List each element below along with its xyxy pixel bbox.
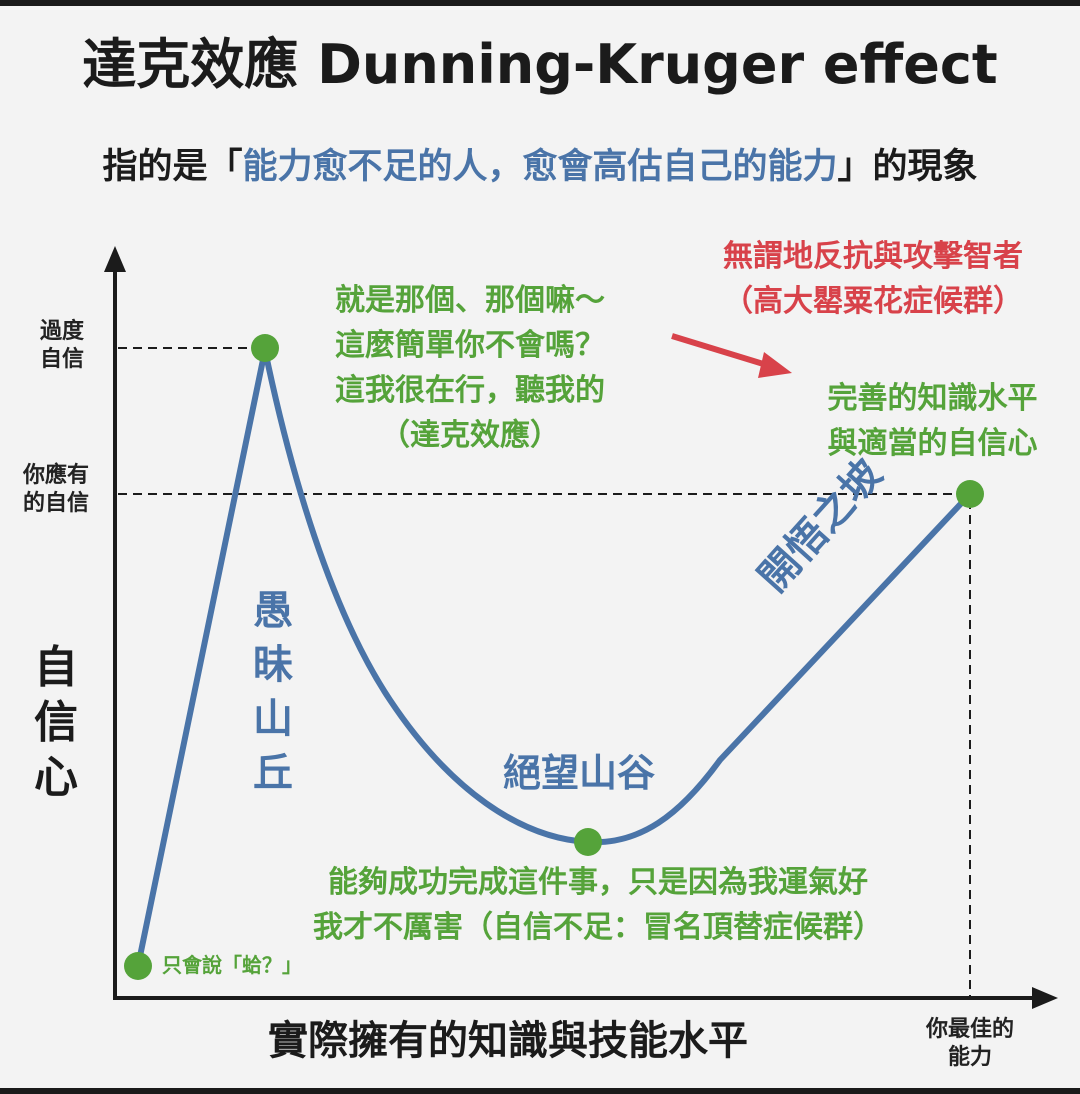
- x-axis-arrow: [1032, 987, 1058, 1009]
- valley-quote-line: 能夠成功完成這件事，只是因為我運氣好: [328, 865, 868, 900]
- end-point: [956, 480, 984, 508]
- valley-quote: 能夠成功完成這件事，只是因為我運氣好 我才不厲害（自信不足：冒名頂替症候群）: [258, 860, 938, 950]
- end-point-annotation: 完善的知識水平 與適當的自信心: [800, 376, 1065, 466]
- x-axis-label: 實際擁有的知識與技能水平: [268, 1018, 748, 1064]
- subtitle-prefix: 指的是「: [102, 147, 243, 187]
- valley-region-label: 絕望山谷: [503, 751, 656, 795]
- peak-quote: 就是那個、那個嘛～ 這麼簡單你不會嗎？ 這我很在行，聽我的 （達克效應）: [300, 278, 640, 458]
- peak-quote-line: 這麼簡單你不會嗎？: [335, 328, 605, 363]
- end-point-line: 完善的知識水平: [827, 381, 1038, 416]
- valley-quote-line: 我才不厲害（自信不足：冒名頂替症候群）: [313, 910, 883, 945]
- red-arrow-line: [671, 333, 771, 369]
- red-note: 無謂地反抗與攻擊智者 （高大罌粟花症候群）: [688, 234, 1058, 324]
- red-note-line: （高大罌粟花症候群）: [723, 284, 1023, 319]
- subtitle-suffix: 」的現象: [837, 147, 978, 187]
- red-note-line: 無謂地反抗與攻擊智者: [723, 239, 1023, 274]
- x-tick-best-ability: 你最佳的能力: [925, 1017, 1014, 1070]
- red-arrow-head: [758, 352, 792, 378]
- start-point-annotation: 只會說「蛤？」: [162, 953, 302, 977]
- valley-point: [574, 828, 602, 856]
- diagram-title: 達克效應 Dunning-Kruger effect: [82, 33, 998, 96]
- peak-region-label: 愚昧山丘: [253, 588, 293, 796]
- diagram-subtitle: 指的是「能力愈不足的人，愈會高估自己的能力」的現象: [0, 147, 1080, 187]
- peak-quote-line: （達克效應）: [380, 418, 560, 453]
- peak-point: [251, 334, 279, 362]
- y-axis-arrow: [104, 246, 126, 272]
- start-point: [124, 952, 152, 980]
- y-tick-appropriate-confidence: 你應有的自信: [22, 463, 89, 516]
- peak-quote-line: 這我很在行，聽我的: [335, 373, 605, 408]
- confidence-curve: [135, 347, 973, 969]
- y-tick-overconfidence: 過度自信: [39, 319, 84, 372]
- end-point-line: 與適當的自信心: [827, 426, 1038, 461]
- y-axis-label: 自信心: [34, 642, 78, 803]
- subtitle-highlight: 能力愈不足的人，愈會高估自己的能力: [242, 147, 838, 187]
- peak-quote-line: 就是那個、那個嘛～: [335, 283, 605, 318]
